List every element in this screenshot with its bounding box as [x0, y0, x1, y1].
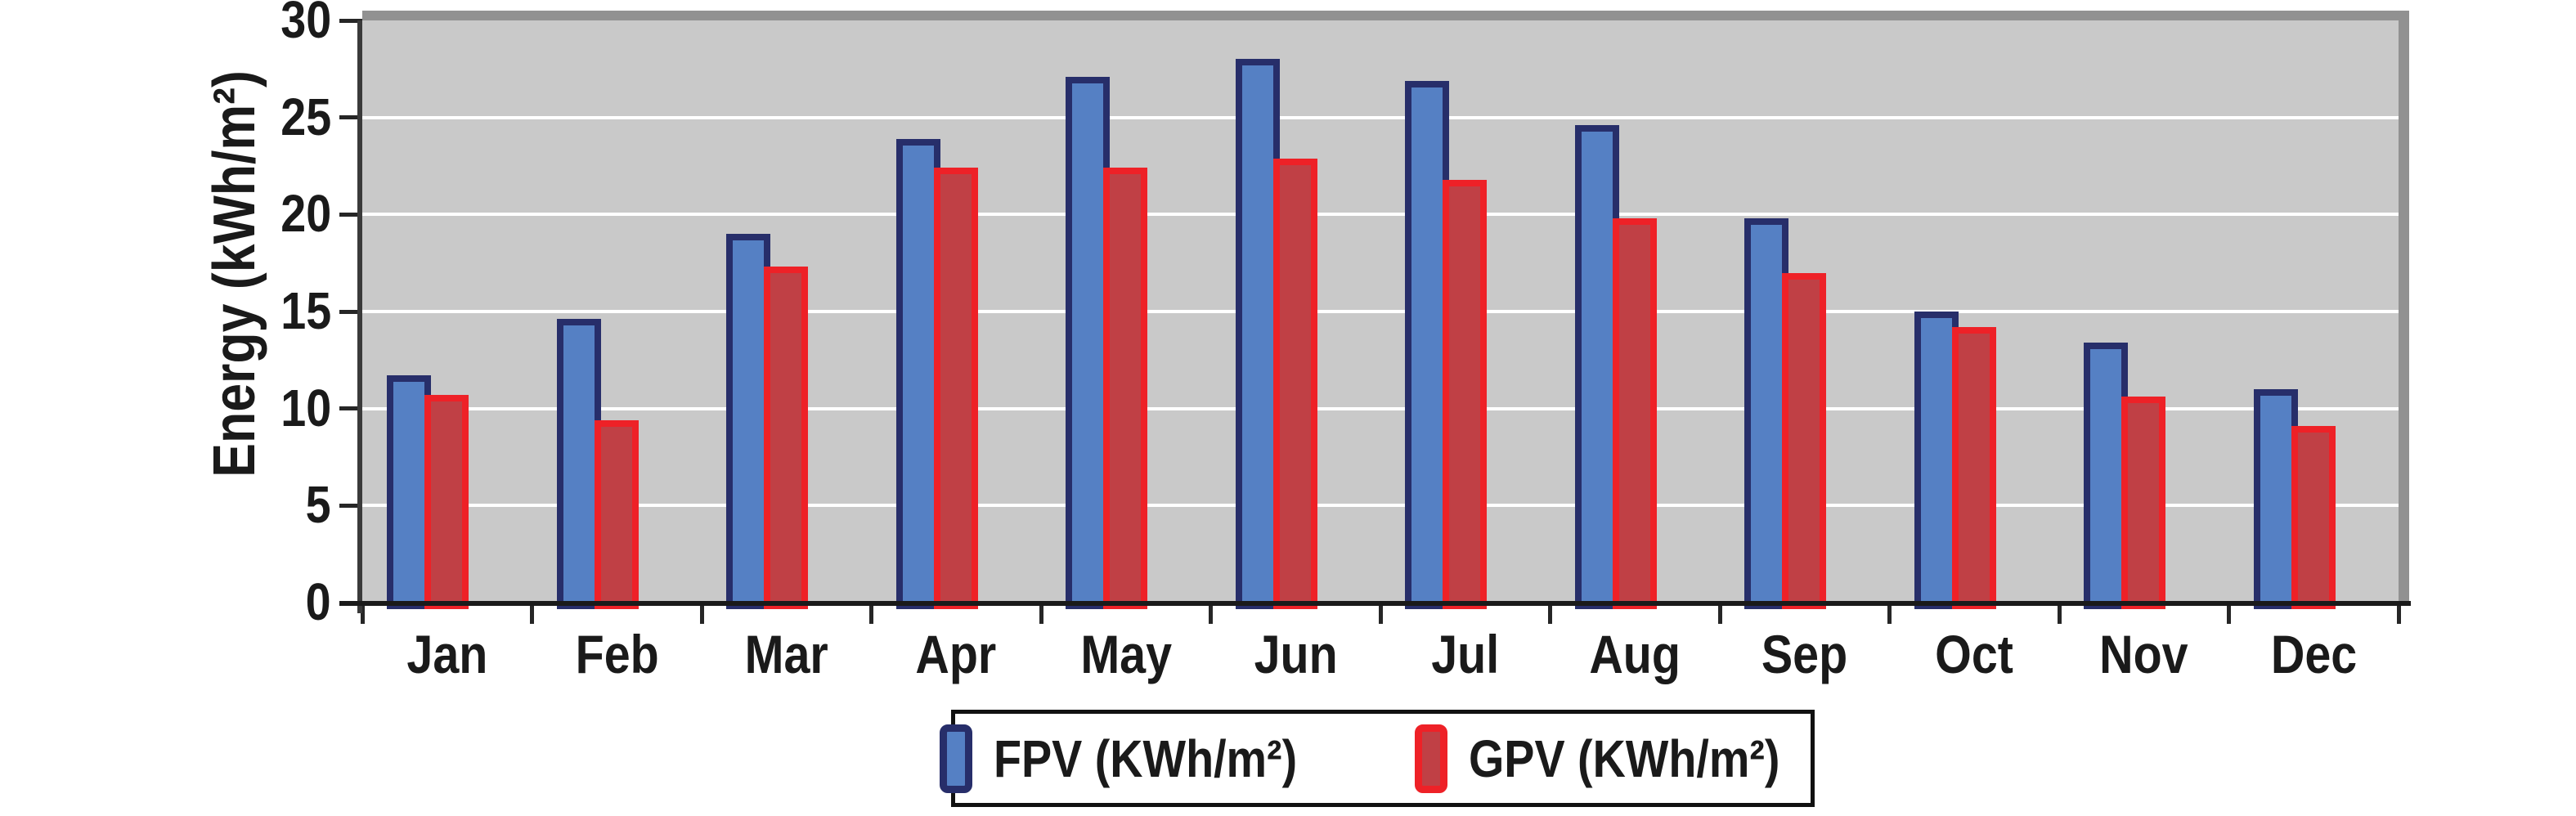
bar-fpv-jul — [1405, 80, 1449, 609]
x-tick-9 — [1887, 604, 1892, 624]
fpv-swatch-icon — [940, 724, 973, 793]
x-tick-4 — [1039, 604, 1043, 624]
plot-border-top — [362, 11, 2409, 20]
x-tick-5 — [1209, 604, 1213, 624]
x-tick-10 — [2057, 604, 2062, 624]
x-axis-label-may: May — [1079, 624, 1172, 684]
x-tick-8 — [1717, 604, 1722, 624]
x-axis-label-feb: Feb — [575, 624, 659, 684]
x-axis-label-aug: Aug — [1589, 624, 1681, 684]
y-tick-25 — [339, 115, 362, 120]
x-axis-line — [339, 601, 2411, 606]
x-tick-3 — [869, 604, 873, 624]
legend: FPV (KWh/m²) GPV (KWh/m²) — [940, 710, 1815, 807]
x-axis-label-mar: Mar — [744, 624, 828, 684]
y-tick-20 — [339, 212, 362, 217]
legend-label-gpv: GPV (KWh/m²) — [1468, 729, 1780, 788]
bar-gpv-oct — [1951, 326, 1996, 609]
y-tick-label-25: 25 — [280, 87, 331, 146]
bar-gpv-aug — [1612, 218, 1657, 609]
gridline-10 — [362, 406, 2399, 410]
x-tick-1 — [530, 604, 534, 624]
bar-gpv-may — [1103, 168, 1147, 609]
y-tick-5 — [339, 503, 362, 508]
x-tick-12 — [2396, 604, 2401, 624]
gridline-20 — [362, 213, 2399, 217]
y-axis-line — [357, 20, 362, 613]
bar-gpv-mar — [764, 267, 808, 609]
x-tick-2 — [699, 604, 704, 624]
x-axis-label-jan: Jan — [406, 624, 488, 684]
y-axis-title-text: Energy (kWh/m²) — [202, 70, 267, 477]
y-tick-label-15: 15 — [280, 281, 331, 340]
bar-gpv-jun — [1272, 158, 1317, 609]
bar-fpv-oct — [1914, 312, 1959, 609]
legend-label-fpv: FPV (KWh/m²) — [994, 729, 1298, 788]
gridline-5 — [362, 504, 2399, 508]
bar-gpv-jan — [424, 395, 469, 609]
y-tick-label-0: 0 — [306, 572, 331, 631]
x-axis-label-apr: Apr — [915, 624, 997, 684]
y-tick-label-5: 5 — [306, 475, 331, 535]
x-axis-label-oct: Oct — [1935, 624, 2014, 684]
bar-gpv-jul — [1443, 179, 1487, 609]
y-tick-10 — [339, 406, 362, 411]
x-tick-0 — [360, 604, 365, 624]
y-tick-label-30: 30 — [280, 0, 331, 49]
bar-gpv-feb — [594, 419, 639, 609]
y-axis-title: Energy (kWh/m²) — [201, 40, 268, 508]
gridline-25 — [362, 115, 2399, 119]
x-axis-label-jul: Jul — [1431, 624, 1500, 684]
bar-gpv-sep — [1782, 272, 1826, 609]
bar-gpv-nov — [2121, 397, 2165, 609]
bar-gpv-apr — [933, 168, 978, 609]
x-axis-label-dec: Dec — [2270, 624, 2357, 684]
legend-entry-gpv: GPV (KWh/m²) — [1414, 724, 1826, 793]
y-tick-15 — [339, 309, 362, 314]
x-tick-7 — [1548, 604, 1552, 624]
gridline-15 — [362, 310, 2399, 313]
x-tick-6 — [1378, 604, 1383, 624]
x-tick-11 — [2227, 604, 2231, 624]
y-tick-label-20: 20 — [280, 184, 331, 244]
plot-border-right — [2399, 11, 2409, 603]
x-axis-label-sep: Sep — [1761, 624, 1848, 684]
y-tick-30 — [339, 18, 362, 23]
x-axis-label-nov: Nov — [2099, 624, 2188, 684]
y-tick-label-10: 10 — [280, 378, 331, 437]
legend-entry-fpv: FPV (KWh/m²) — [940, 724, 1343, 793]
x-axis-label-jun: Jun — [1254, 624, 1338, 684]
bar-gpv-dec — [2291, 426, 2336, 609]
gpv-swatch-icon — [1414, 724, 1447, 793]
